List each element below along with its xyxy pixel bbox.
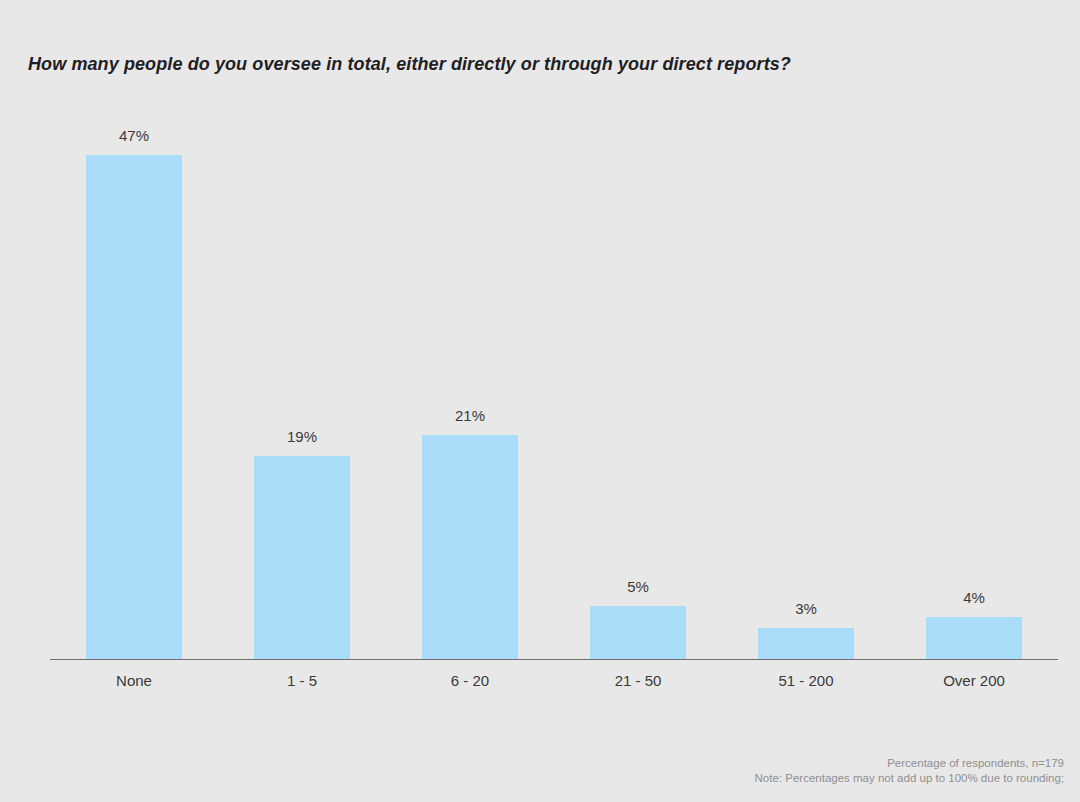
bar-slot: 21% bbox=[386, 407, 554, 661]
category-label: 51 - 200 bbox=[722, 672, 890, 689]
category-label: 21 - 50 bbox=[554, 672, 722, 689]
bar bbox=[86, 155, 182, 660]
footer-line-rounding: Note: Percentages may not add up to 100%… bbox=[755, 771, 1064, 785]
bar bbox=[590, 606, 686, 660]
category-label: Over 200 bbox=[890, 672, 1058, 689]
footer-line-respondents: Percentage of respondents, n=179 bbox=[755, 756, 1064, 770]
bar-slot: 5% bbox=[554, 578, 722, 660]
bar-value-label: 21% bbox=[455, 407, 485, 424]
x-axis-line bbox=[50, 659, 1058, 660]
bar-value-label: 5% bbox=[627, 578, 649, 595]
bar-value-label: 3% bbox=[795, 600, 817, 617]
bar-value-label: 19% bbox=[287, 428, 317, 445]
categories-row: None1 - 56 - 2021 - 5051 - 200Over 200 bbox=[50, 672, 1058, 689]
bars-row: 47% 19% 21% 5% 3% 4% bbox=[50, 127, 1058, 660]
category-label: None bbox=[50, 672, 218, 689]
bar bbox=[926, 617, 1022, 660]
footer-note: Percentage of respondents, n=179 Note: P… bbox=[755, 756, 1064, 785]
bar-slot: 3% bbox=[722, 600, 890, 660]
bar-value-label: 47% bbox=[119, 127, 149, 144]
bar bbox=[422, 435, 518, 661]
bar-slot: 19% bbox=[218, 428, 386, 660]
bar bbox=[254, 456, 350, 660]
category-label: 6 - 20 bbox=[386, 672, 554, 689]
bar-value-label: 4% bbox=[963, 589, 985, 606]
bar-slot: 4% bbox=[890, 589, 1058, 660]
category-label: 1 - 5 bbox=[218, 672, 386, 689]
bar bbox=[758, 628, 854, 660]
chart-title: How many people do you oversee in total,… bbox=[28, 54, 1028, 75]
bar-slot: 47% bbox=[50, 127, 218, 660]
